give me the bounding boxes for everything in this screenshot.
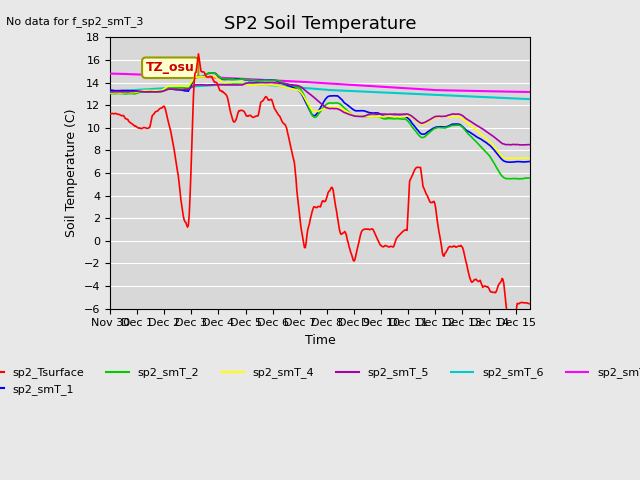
Legend: sp2_Tsurface, sp2_smT_1, sp2_smT_2, sp2_smT_4, sp2_smT_5, sp2_smT_6, sp2_smT_7: sp2_Tsurface, sp2_smT_1, sp2_smT_2, sp2_… xyxy=(0,363,640,399)
Title: SP2 Soil Temperature: SP2 Soil Temperature xyxy=(224,15,416,33)
X-axis label: Time: Time xyxy=(305,334,335,347)
Text: TZ_osu: TZ_osu xyxy=(146,61,195,74)
Y-axis label: Soil Temperature (C): Soil Temperature (C) xyxy=(65,109,78,237)
Text: No data for f_sp2_smT_3: No data for f_sp2_smT_3 xyxy=(6,16,144,27)
